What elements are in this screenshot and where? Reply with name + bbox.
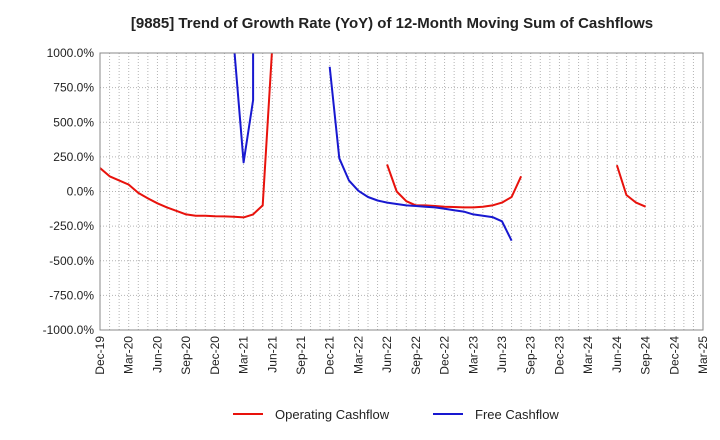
series-line-operating-cashflow xyxy=(386,164,523,209)
legend-label: Operating Cashflow xyxy=(275,407,390,422)
y-tick-label: -750.0% xyxy=(49,288,94,302)
x-tick-label: Mar-21 xyxy=(237,336,251,374)
y-tick-label: -1000.0% xyxy=(43,323,95,337)
y-tick-label: -250.0% xyxy=(49,219,94,233)
plot-area xyxy=(100,53,646,242)
x-tick-label: Mar-20 xyxy=(122,336,136,374)
chart-title: [9885] Trend of Growth Rate (YoY) of 12-… xyxy=(131,15,653,32)
x-tick-label: Dec-22 xyxy=(438,336,452,375)
x-tick-label: Mar-24 xyxy=(581,336,595,374)
series-line-operating-cashflow xyxy=(100,53,273,219)
y-tick-label: 0.0% xyxy=(67,185,95,199)
series-line-operating-cashflow xyxy=(615,164,646,208)
x-tick-label: Mar-23 xyxy=(466,336,480,374)
x-tick-label: Mar-22 xyxy=(351,336,365,374)
x-tick-label: Dec-24 xyxy=(667,336,681,375)
legend: Operating Cashflow Free Cashflow xyxy=(233,407,559,422)
grid xyxy=(99,52,704,331)
x-tick-label: Jun-22 xyxy=(380,336,394,373)
x-axis: Dec-19 Mar-20 Jun-20 Sep-20 Dec-20 Mar-21 Jun-… xyxy=(93,336,710,375)
x-tick-label: Dec-19 xyxy=(93,336,107,375)
x-tick-label: Mar-25 xyxy=(696,336,710,374)
x-tick-label: Dec-23 xyxy=(552,336,566,375)
y-tick-label: -500.0% xyxy=(49,254,94,268)
y-axis: 1000.0% 750.0% 500.0% 250.0% 0.0% -250.0% -500… xyxy=(43,46,95,337)
series-line-free-cashflow xyxy=(233,53,255,164)
y-tick-label: 250.0% xyxy=(53,150,94,164)
y-tick-label: 750.0% xyxy=(53,81,94,95)
x-tick-label: Sep-23 xyxy=(524,336,538,375)
x-tick-label: Jun-20 xyxy=(150,336,164,373)
y-tick-label: 500.0% xyxy=(53,115,94,129)
x-tick-label: Dec-20 xyxy=(208,336,222,375)
x-tick-label: Sep-24 xyxy=(639,336,653,375)
x-tick-label: Jun-23 xyxy=(495,336,509,373)
series-line-free-cashflow xyxy=(328,66,513,242)
x-tick-label: Dec-21 xyxy=(323,336,337,375)
x-tick-label: Jun-21 xyxy=(265,336,279,373)
plot-frame xyxy=(99,52,704,331)
x-tick-label: Jun-24 xyxy=(610,336,624,373)
x-tick-label: Sep-21 xyxy=(294,336,308,375)
x-tick-label: Sep-20 xyxy=(179,336,193,375)
legend-label: Free Cashflow xyxy=(475,407,559,422)
y-tick-label: 1000.0% xyxy=(47,46,95,60)
x-tick-label: Sep-22 xyxy=(409,336,423,375)
